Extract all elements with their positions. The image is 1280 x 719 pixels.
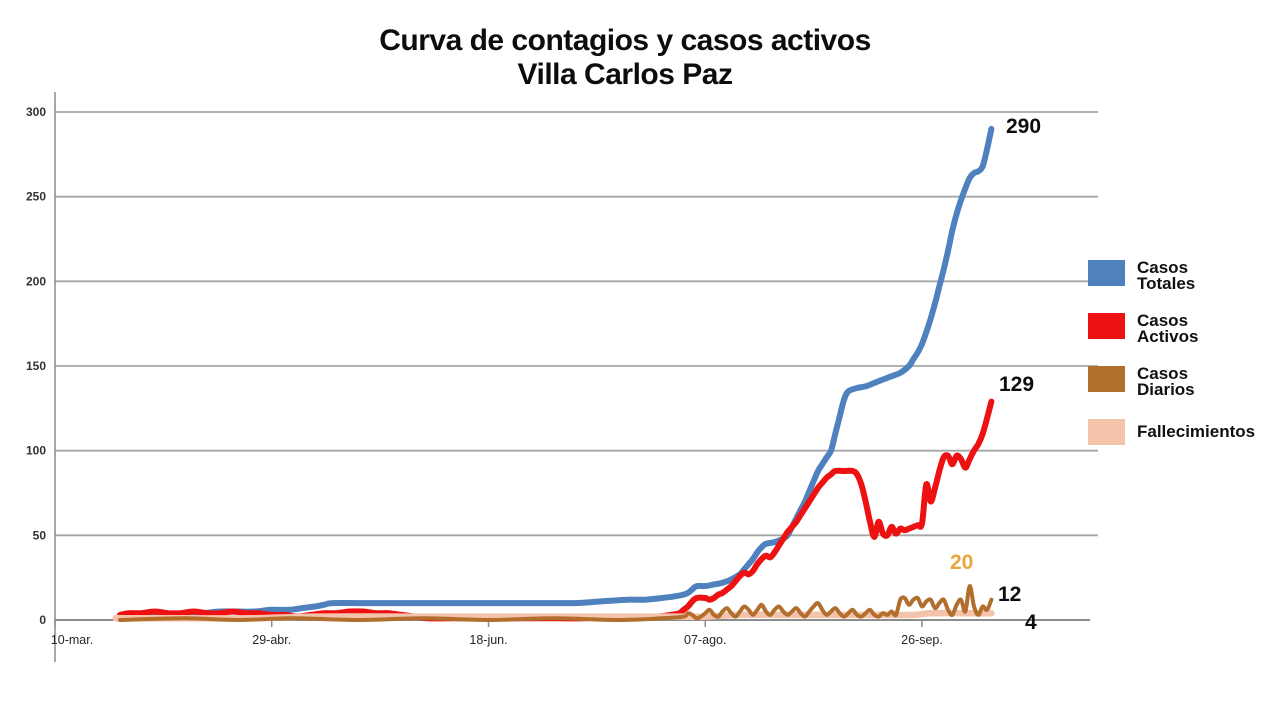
y-tick-label-50: 50 [33, 528, 47, 542]
annotation-casos-totales-final-value: 290 [1006, 115, 1042, 138]
chart-title-line1: Curva de contagios y casos activos [379, 24, 871, 57]
legend-label-fallecimientos: Fallecimientos [1137, 422, 1256, 441]
series-line-casos-diarios [118, 584, 994, 622]
series-line-casos-activos [117, 398, 995, 622]
annotation-fallecimientos-final-value: 4 [1025, 611, 1037, 634]
legend-swatch-casos-totales [1088, 260, 1125, 286]
x-tick-label-18-jun.: 18-jun. [469, 633, 507, 647]
y-tick-label-150: 150 [26, 359, 46, 373]
chart-title: Curva de contagios y casos activos Villa… [0, 24, 1250, 92]
legend-label-casos-activos: Casos Activos [1137, 311, 1199, 346]
legend-label-casos-totales: Casos Totales [1137, 258, 1196, 293]
x-tick-label-29-abr.: 29-abr. [252, 633, 291, 647]
legend-item-casos-activos: Casos Activos [1088, 311, 1278, 346]
legend-item-casos-totales: Casos Totales [1088, 258, 1278, 293]
y-tick-label-250: 250 [26, 190, 46, 204]
annotation-casos-activos-final-value: 129 [999, 373, 1035, 396]
chart-title-line2: Villa Carlos Paz [517, 58, 733, 91]
legend-swatch-casos-activos [1088, 313, 1125, 339]
x-tick-label-26-sep.: 26-sep. [901, 633, 943, 647]
annotation-casos-diarios-peak-value: 20 [950, 551, 974, 574]
x-tick-label-10-mar.: 10-mar. [51, 633, 93, 647]
x-tick-label-07-ago.: 07-ago. [684, 633, 726, 647]
legend: Casos Totales Casos Activos Casos Diarios Fall… [1088, 258, 1278, 466]
y-tick-label-0: 0 [39, 613, 46, 627]
legend-swatch-casos-diarios [1088, 366, 1125, 392]
legend-item-fallecimientos: Fallecimientos [1088, 419, 1278, 445]
annotation-casos-diarios-final-value: 12 [998, 583, 1022, 606]
series-line-casos-totales [117, 125, 995, 620]
y-tick-label-100: 100 [26, 444, 46, 458]
legend-swatch-fallecimientos [1088, 419, 1125, 445]
y-tick-label-200: 200 [26, 274, 46, 288]
y-tick-label-300: 300 [26, 105, 46, 119]
legend-item-casos-diarios: Casos Diarios [1088, 364, 1278, 399]
legend-label-casos-diarios: Casos Diarios [1137, 364, 1195, 399]
